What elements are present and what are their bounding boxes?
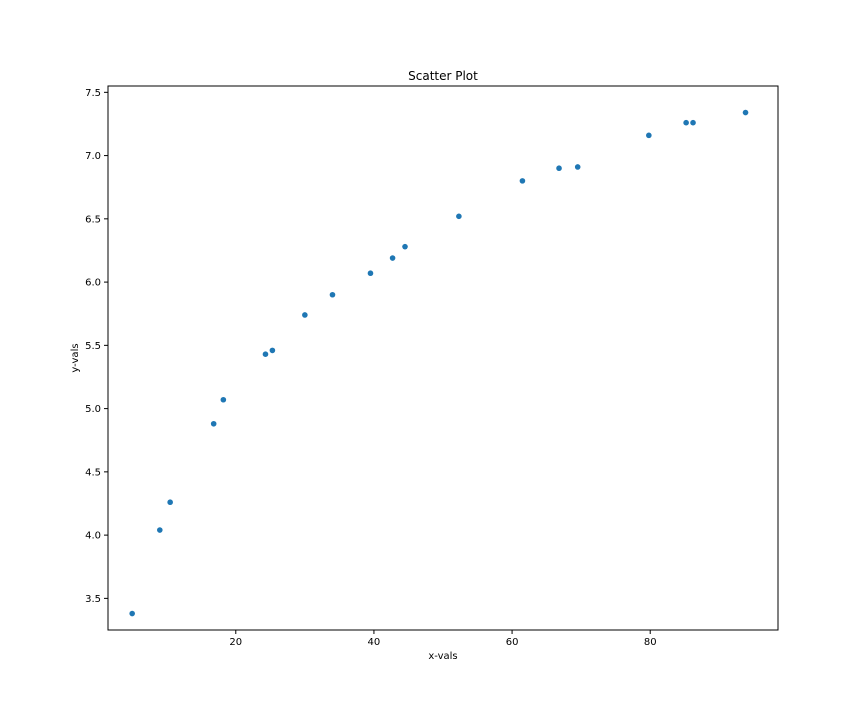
x-axis-ticks: 20 40 60 80 [229,630,657,648]
data-point [157,527,163,533]
chart-title: Scatter Plot [408,69,478,83]
y-tick-label: 6.5 [85,214,101,225]
data-point [402,243,408,250]
data-point [742,109,749,116]
data-point [389,255,396,261]
y-tick-label: 5.5 [85,341,101,352]
data-point [329,291,336,298]
y-tick-label: 4.0 [85,531,101,542]
y-tick-label: 4.5 [85,467,101,478]
y-tick-label: 5.0 [85,404,101,415]
data-point [210,420,217,427]
y-tick-label: 7.5 [85,88,101,99]
x-tick-label: 40 [368,637,381,648]
data-point [262,351,269,358]
data-point [167,499,173,506]
data-point [646,132,652,139]
data-points [129,109,749,617]
data-point [456,213,462,220]
data-point [129,610,135,617]
data-point [367,270,374,277]
data-point [690,119,696,126]
y-tick-label: 6.0 [85,278,101,289]
y-axis-ticks: 3.5 4.0 4.5 5.0 5.5 6.0 6.5 7.0 7.5 [85,88,108,605]
data-point [302,312,308,318]
data-point [683,119,689,126]
data-point [220,396,227,403]
x-tick-label: 80 [644,637,657,648]
y-tick-label: 3.5 [85,594,101,605]
x-axis-label: x-vals [428,651,457,662]
data-point [556,165,562,172]
x-tick-label: 60 [506,637,519,648]
plot-frame [107,85,779,631]
data-point [519,178,526,184]
y-tick-label: 7.0 [85,151,101,162]
data-point [269,347,276,354]
data-point [574,164,581,170]
y-axis-label: y-vals [70,343,81,372]
x-tick-label: 20 [229,637,242,648]
